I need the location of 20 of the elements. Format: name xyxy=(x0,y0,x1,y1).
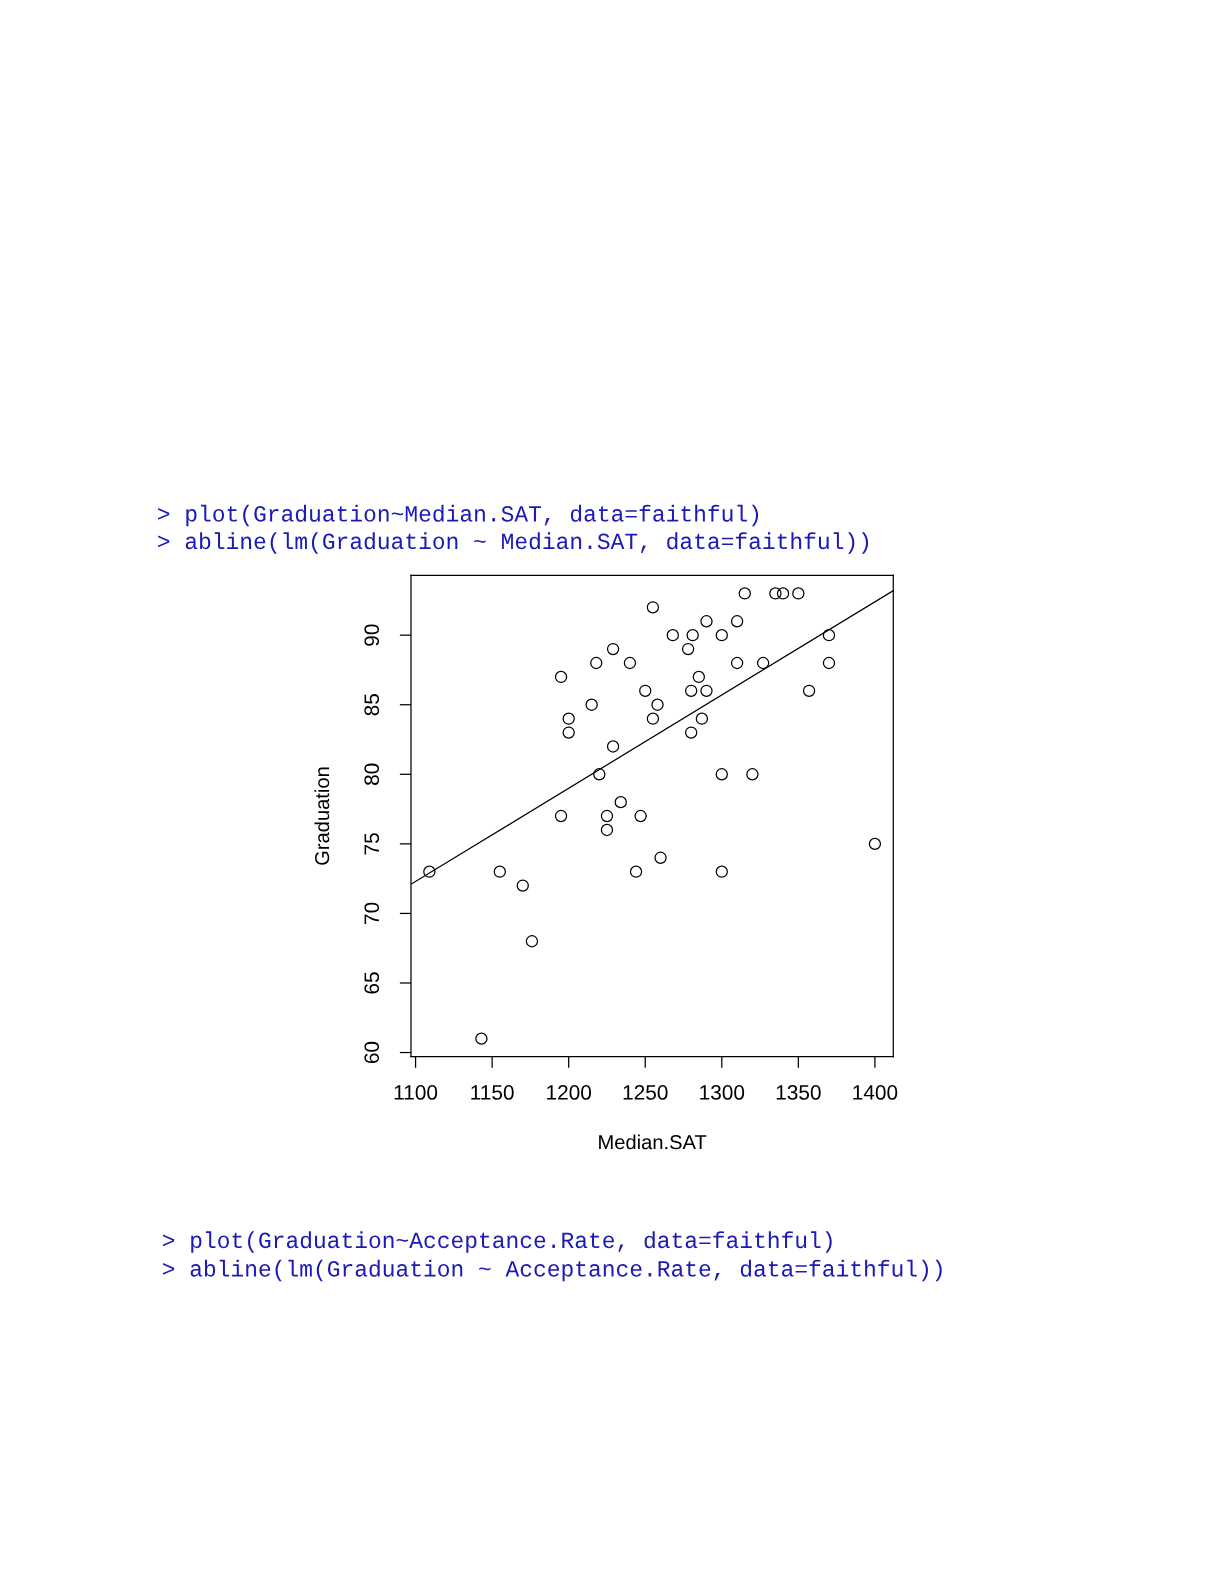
y-tick-label: 90 xyxy=(364,624,380,646)
x-tick-label: 1200 xyxy=(547,1085,592,1100)
x-axis-title: Median.SAT xyxy=(599,1134,707,1150)
y-tick-label: 80 xyxy=(364,763,380,785)
x-tick-label: 1100 xyxy=(394,1085,438,1100)
y-tick-label: 85 xyxy=(364,694,380,716)
text: > plot(Graduation~Median.SAT, data=faithful) xyxy=(158,504,759,527)
text: > abline(lm(Graduation ~ Acceptance.Rate, data=faithful)) xyxy=(163,1259,942,1282)
x-tick-label: 1150 xyxy=(471,1085,514,1100)
x-tick-label: 1250 xyxy=(623,1085,668,1100)
y-tick-label: 65 xyxy=(364,972,380,994)
y-tick-label: 70 xyxy=(364,902,380,924)
y-tick-label: 60 xyxy=(364,1041,380,1064)
x-tick-label: 1300 xyxy=(700,1085,745,1100)
y-tick-label: 75 xyxy=(364,833,380,855)
x-tick-label: 1350 xyxy=(776,1085,821,1100)
x-tick-label: 1400 xyxy=(853,1085,898,1100)
y-axis-title: Graduation xyxy=(314,767,330,865)
text: > plot(Graduation~Acceptance.Rate, data=faithful) xyxy=(163,1231,832,1253)
text: > abline(lm(Graduation ~ Median.SAT, data=faithful)) xyxy=(158,532,869,554)
